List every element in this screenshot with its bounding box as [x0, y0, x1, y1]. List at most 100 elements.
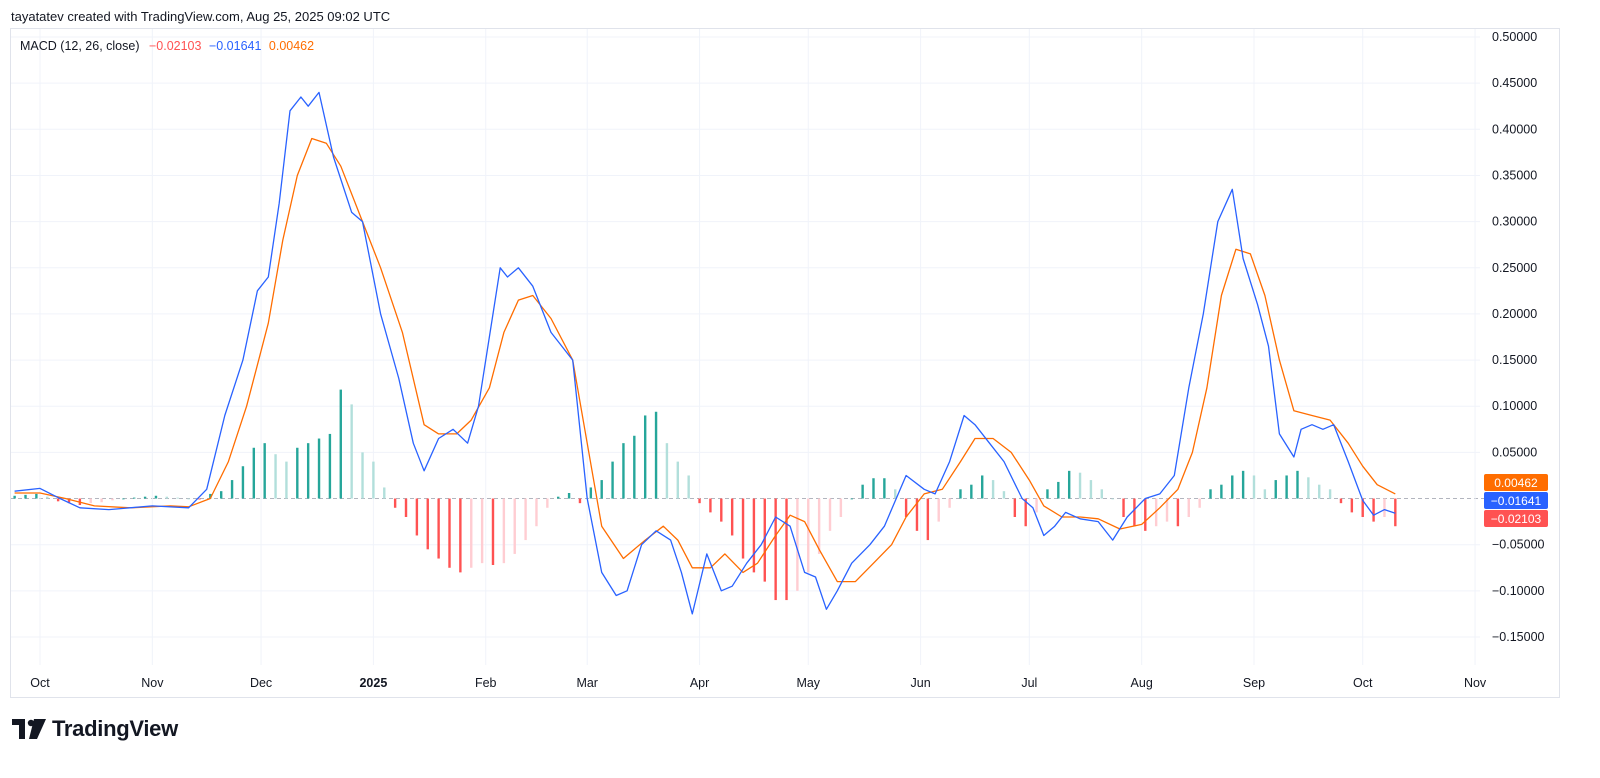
macd-badge	[1484, 492, 1548, 509]
histogram-bar	[1002, 491, 1006, 499]
histogram-bar	[1350, 498, 1354, 513]
tradingview-logo[interactable]: TradingView	[12, 716, 178, 742]
y-tick-label: 0.50000	[1492, 30, 1537, 44]
legend-indicator-name[interactable]: MACD (12, 26, close)	[20, 39, 140, 53]
histogram-bar	[361, 452, 364, 499]
macd-line	[14, 91, 1396, 615]
histogram-bar	[252, 447, 256, 499]
chart-pane[interactable]	[10, 28, 1560, 698]
histogram-bar	[1133, 498, 1136, 527]
x-tick-label: Dec	[250, 676, 272, 690]
histogram-bar	[741, 498, 745, 559]
histogram-bar	[991, 480, 995, 499]
histogram-bar	[1361, 498, 1364, 517]
histogram-bar	[654, 411, 658, 499]
histogram-bar	[67, 498, 71, 504]
histogram-bar	[578, 498, 582, 504]
grid-layer	[11, 29, 1540, 665]
x-tick-label: Nov	[141, 676, 164, 690]
histogram-bar	[1220, 484, 1223, 499]
histogram-bar	[1372, 498, 1375, 522]
histogram-bar	[633, 435, 636, 499]
histogram-bar	[176, 497, 179, 499]
histogram-bar	[567, 493, 571, 499]
macd-badge-label: −0.01641	[1491, 494, 1542, 508]
x-axis: Oct Nov Dec 2025 Feb Mar Apr May Jun Jul Aug Sep Oct…	[30, 676, 1487, 690]
histogram-bar	[56, 498, 60, 502]
histogram-bar	[839, 498, 843, 517]
histogram-bar	[926, 498, 930, 541]
histogram-bar	[1328, 489, 1332, 499]
y-tick-label: −0.15000	[1492, 630, 1545, 644]
histogram-bar	[1339, 498, 1343, 504]
x-tick-label: May	[796, 676, 820, 690]
histogram-bar	[1383, 498, 1386, 517]
histogram-bar	[1067, 470, 1071, 499]
y-tick-label: 0.35000	[1492, 168, 1537, 182]
histogram-bar	[1252, 475, 1256, 499]
histogram-bar	[915, 498, 919, 531]
histogram-bar	[1307, 477, 1310, 499]
histogram-bar	[263, 443, 266, 499]
histogram-bar	[404, 498, 408, 517]
histogram-bar	[317, 438, 321, 499]
histogram-bar	[904, 498, 908, 517]
histogram-bar	[480, 498, 484, 564]
histogram-bar	[122, 498, 125, 500]
histogram-bar	[437, 498, 440, 559]
histogram-badge-label: −0.02103	[1491, 512, 1542, 526]
histogram-bar	[1024, 498, 1027, 527]
histogram-bar	[1035, 498, 1038, 513]
legend-macd-value: −0.01641	[208, 39, 262, 53]
histogram-bar	[470, 498, 473, 568]
histogram-bar	[970, 484, 973, 499]
histogram-bar	[383, 487, 386, 499]
x-tick-label: Jul	[1021, 676, 1037, 690]
histogram-series	[13, 389, 1397, 601]
histogram-bar	[143, 496, 147, 499]
histogram-bar	[209, 493, 212, 499]
tradingview-logo-text: TradingView	[52, 716, 178, 741]
x-tick-label: Feb	[475, 676, 497, 690]
histogram-bar	[1198, 498, 1201, 508]
histogram-bar	[89, 498, 92, 504]
histogram-bar	[35, 493, 38, 499]
histogram-bar	[198, 498, 201, 500]
histogram-bar	[133, 497, 136, 499]
y-tick-label: 0.05000	[1492, 445, 1537, 459]
histogram-bar	[676, 461, 680, 499]
histogram-bar	[730, 498, 734, 536]
histogram-bar	[687, 475, 690, 499]
indicator-legend[interactable]: MACD (12, 26, close) −0.02103 −0.01641 0…	[20, 39, 318, 53]
histogram-bar	[894, 489, 897, 499]
histogram-bar	[502, 498, 506, 564]
histogram-bar	[154, 495, 158, 499]
histogram-bar	[459, 498, 462, 573]
histogram-bar	[491, 498, 495, 565]
histogram-bar	[1046, 489, 1049, 499]
x-tick-label: Sep	[1243, 676, 1265, 690]
histogram-badge	[1484, 510, 1548, 527]
histogram-bar	[763, 498, 766, 582]
y-tick-label: −0.05000	[1492, 538, 1545, 552]
x-tick-label: Oct	[1353, 676, 1373, 690]
histogram-bar	[1122, 498, 1125, 517]
histogram-bar	[1165, 498, 1169, 522]
histogram-bar	[24, 494, 27, 499]
x-tick-label: Nov	[1464, 676, 1487, 690]
histogram-bar	[274, 454, 277, 499]
histogram-bar	[796, 498, 799, 591]
histogram-bar	[415, 498, 419, 536]
histogram-bar	[1209, 489, 1212, 499]
histogram-bar	[720, 498, 723, 522]
histogram-bar	[557, 496, 560, 499]
histogram-bar	[350, 404, 353, 499]
x-tick-label: Mar	[576, 676, 598, 690]
legend-signal-value: 0.00462	[268, 39, 315, 53]
histogram-bar	[219, 491, 223, 499]
histogram-bar	[752, 498, 756, 573]
histogram-bar	[46, 496, 49, 499]
histogram-bar	[448, 498, 451, 568]
histogram-bar	[328, 433, 332, 499]
